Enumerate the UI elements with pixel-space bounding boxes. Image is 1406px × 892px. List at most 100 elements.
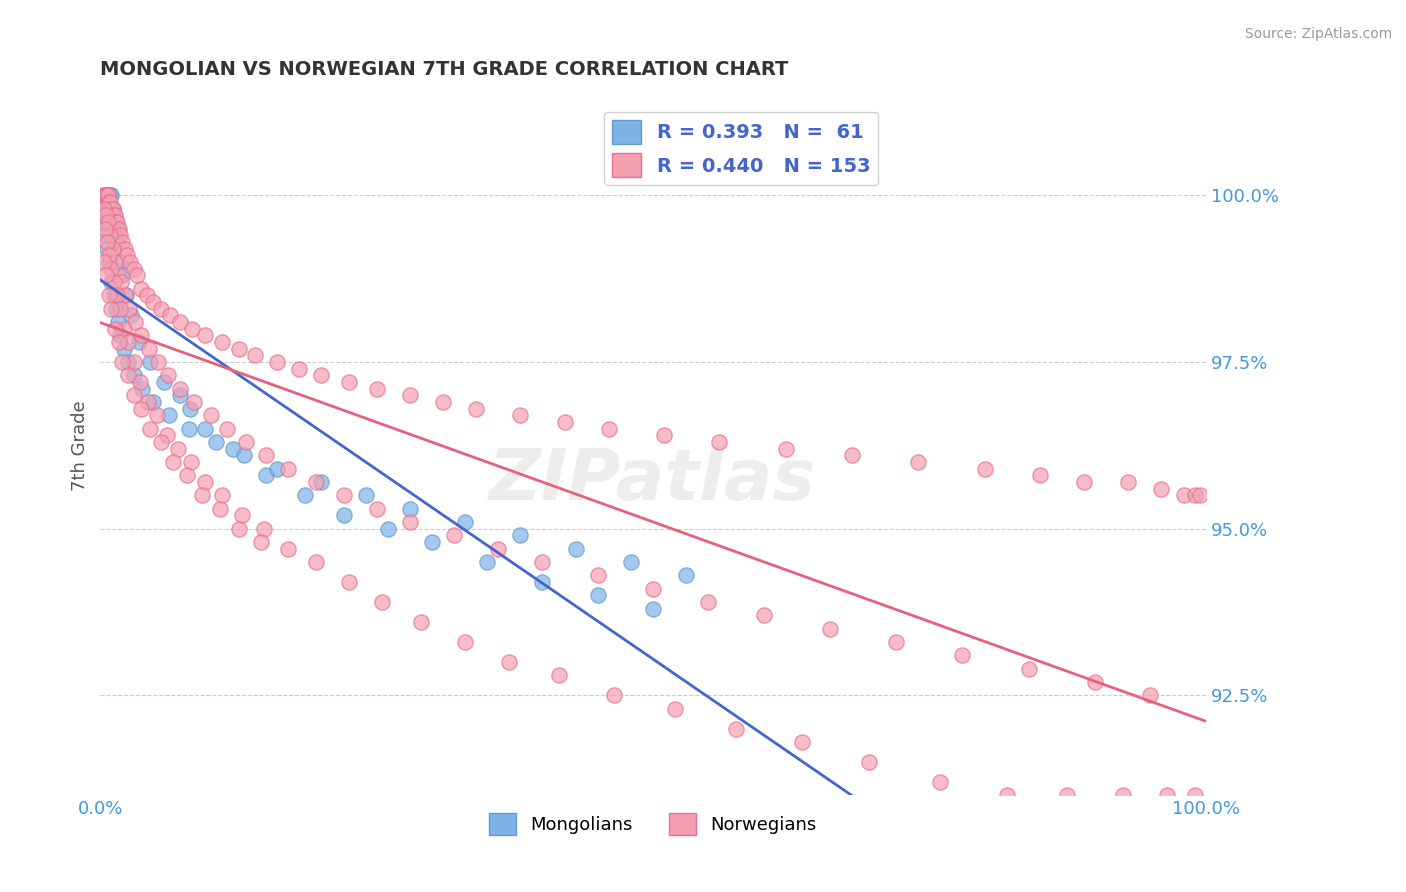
Point bbox=[93, 202, 115, 216]
Point bbox=[104, 301, 127, 316]
Point bbox=[266, 462, 288, 476]
Point bbox=[443, 528, 465, 542]
Point bbox=[122, 261, 145, 276]
Point bbox=[486, 541, 509, 556]
Point bbox=[122, 368, 145, 383]
Point bbox=[179, 401, 201, 416]
Point bbox=[101, 242, 124, 256]
Point bbox=[465, 401, 488, 416]
Point bbox=[498, 655, 520, 669]
Point bbox=[93, 188, 115, 202]
Point bbox=[531, 555, 554, 569]
Point bbox=[1173, 488, 1195, 502]
Point bbox=[104, 209, 127, 223]
Point bbox=[114, 288, 136, 302]
Point bbox=[818, 622, 841, 636]
Point bbox=[652, 428, 675, 442]
Point bbox=[231, 508, 253, 523]
Point bbox=[120, 309, 142, 323]
Point bbox=[277, 462, 299, 476]
Point bbox=[228, 522, 250, 536]
Legend: Mongolians, Norwegians: Mongolians, Norwegians bbox=[482, 805, 824, 842]
Point bbox=[96, 188, 118, 202]
Point bbox=[598, 422, 620, 436]
Point bbox=[841, 449, 863, 463]
Point bbox=[100, 202, 122, 216]
Point bbox=[1184, 789, 1206, 803]
Point bbox=[107, 221, 129, 235]
Point bbox=[136, 395, 159, 409]
Point bbox=[98, 288, 121, 302]
Point bbox=[194, 422, 217, 436]
Point bbox=[277, 541, 299, 556]
Point bbox=[973, 462, 995, 476]
Point bbox=[907, 455, 929, 469]
Point bbox=[94, 188, 117, 202]
Point bbox=[454, 635, 477, 649]
Point bbox=[929, 775, 952, 789]
Point bbox=[586, 568, 609, 582]
Point bbox=[129, 328, 152, 343]
Point bbox=[112, 322, 135, 336]
Point bbox=[98, 195, 121, 210]
Point bbox=[477, 555, 499, 569]
Point bbox=[1139, 689, 1161, 703]
Point bbox=[180, 455, 202, 469]
Point bbox=[98, 188, 121, 202]
Point bbox=[108, 335, 131, 350]
Point bbox=[150, 435, 173, 450]
Point bbox=[697, 595, 720, 609]
Point bbox=[129, 282, 152, 296]
Point bbox=[98, 228, 121, 243]
Point bbox=[104, 215, 127, 229]
Point bbox=[354, 488, 377, 502]
Point bbox=[332, 508, 354, 523]
Point bbox=[128, 335, 150, 350]
Y-axis label: 7th Grade: 7th Grade bbox=[72, 401, 89, 491]
Point bbox=[129, 375, 152, 389]
Point bbox=[1029, 468, 1052, 483]
Point bbox=[104, 322, 127, 336]
Point bbox=[146, 355, 169, 369]
Text: Source: ZipAtlas.com: Source: ZipAtlas.com bbox=[1244, 27, 1392, 41]
Point bbox=[995, 789, 1018, 803]
Point bbox=[311, 368, 333, 383]
Point bbox=[94, 228, 117, 243]
Point bbox=[97, 188, 120, 202]
Point bbox=[409, 615, 432, 629]
Point bbox=[105, 215, 128, 229]
Point bbox=[129, 401, 152, 416]
Point bbox=[156, 368, 179, 383]
Point bbox=[103, 275, 125, 289]
Point bbox=[117, 368, 139, 383]
Point bbox=[253, 522, 276, 536]
Point bbox=[104, 255, 127, 269]
Point bbox=[93, 255, 115, 269]
Point bbox=[366, 382, 388, 396]
Point bbox=[166, 442, 188, 456]
Point bbox=[169, 388, 191, 402]
Point bbox=[124, 315, 146, 329]
Point bbox=[371, 595, 394, 609]
Point bbox=[120, 255, 142, 269]
Point bbox=[1018, 662, 1040, 676]
Point bbox=[641, 601, 664, 615]
Point bbox=[294, 488, 316, 502]
Point bbox=[183, 395, 205, 409]
Point bbox=[775, 442, 797, 456]
Point bbox=[305, 475, 328, 489]
Point bbox=[114, 242, 136, 256]
Point bbox=[181, 322, 204, 336]
Point bbox=[142, 295, 165, 310]
Point bbox=[1084, 675, 1107, 690]
Point bbox=[217, 422, 239, 436]
Point bbox=[101, 202, 124, 216]
Point bbox=[752, 608, 775, 623]
Point bbox=[454, 515, 477, 529]
Point bbox=[1189, 488, 1212, 502]
Point bbox=[603, 689, 626, 703]
Point bbox=[211, 335, 233, 350]
Point bbox=[194, 475, 217, 489]
Point bbox=[1073, 475, 1095, 489]
Point bbox=[112, 342, 135, 356]
